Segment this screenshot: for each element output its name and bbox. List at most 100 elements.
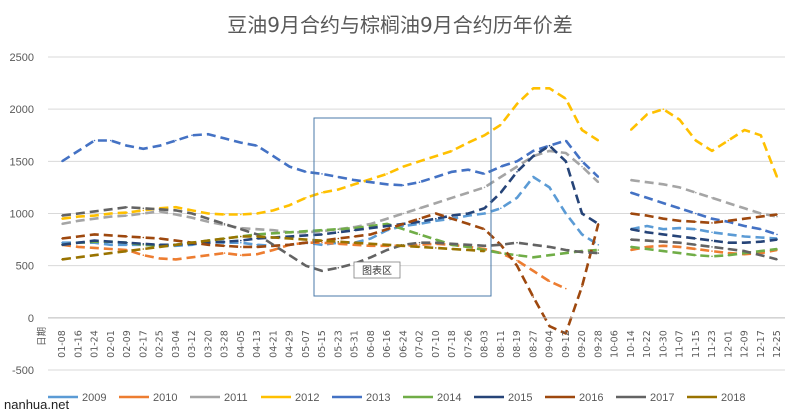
data-point	[142, 209, 145, 212]
data-point	[646, 214, 648, 217]
data-point	[630, 238, 632, 241]
data-point	[581, 233, 583, 236]
legend-item-2017[interactable]: 2017	[616, 392, 674, 404]
data-point	[126, 211, 128, 214]
data-point	[321, 241, 323, 244]
legend-item-2015[interactable]: 2015	[474, 392, 532, 404]
data-point	[727, 254, 730, 256]
data-point	[532, 176, 535, 178]
data-point	[776, 176, 778, 178]
data-point	[256, 228, 258, 230]
legend-item-2014[interactable]: 2014	[403, 392, 461, 404]
data-point	[500, 252, 502, 254]
data-point	[240, 141, 242, 144]
x-tick-label: 12-17	[756, 330, 767, 358]
data-point	[581, 251, 583, 253]
data-point	[678, 252, 681, 254]
data-point	[191, 212, 193, 215]
data-point	[288, 235, 291, 238]
data-point	[743, 250, 746, 252]
data-point	[93, 247, 96, 249]
data-point	[711, 250, 713, 252]
data-point	[288, 231, 291, 234]
legend-item-2012[interactable]: 2012	[261, 392, 319, 404]
data-point	[516, 165, 518, 168]
data-point	[760, 252, 762, 254]
data-point	[402, 212, 405, 215]
data-point	[743, 217, 746, 220]
data-point	[77, 246, 80, 248]
data-point	[630, 179, 632, 181]
data-point	[110, 215, 112, 218]
x-tick-label: 02-25	[155, 330, 166, 358]
legend-item-2010[interactable]: 2010	[119, 392, 177, 404]
data-point	[662, 233, 665, 236]
data-point	[158, 244, 161, 246]
x-tick-label: 07-26	[463, 330, 474, 358]
data-point	[93, 233, 96, 236]
data-point	[678, 186, 681, 189]
data-point	[646, 231, 648, 234]
data-point	[743, 129, 746, 131]
data-point	[743, 207, 746, 210]
series-line-2013	[61, 132, 778, 236]
data-point	[256, 246, 258, 248]
data-point	[760, 228, 762, 230]
data-point	[223, 245, 226, 247]
data-point	[142, 236, 145, 239]
x-tick-label: 07-10	[431, 330, 442, 358]
data-point	[483, 212, 486, 215]
data-point	[711, 222, 713, 224]
data-point	[110, 234, 112, 237]
data-point	[678, 220, 681, 222]
data-point	[61, 160, 63, 163]
data-point	[175, 239, 177, 242]
data-point	[532, 296, 535, 298]
data-point	[223, 252, 226, 254]
data-point	[418, 244, 421, 246]
data-point	[272, 236, 275, 239]
legend-label: 2016	[579, 392, 603, 404]
data-point	[77, 241, 80, 244]
data-point	[305, 264, 307, 267]
legend-item-2016[interactable]: 2016	[545, 392, 603, 404]
x-tick-label: 12-01	[723, 330, 734, 358]
data-point	[93, 139, 96, 142]
data-point	[370, 227, 372, 229]
x-tick-label: 02-09	[122, 330, 133, 358]
data-point	[321, 173, 323, 175]
data-point	[386, 173, 388, 175]
data-point	[321, 229, 323, 231]
data-point	[776, 215, 778, 218]
data-point	[110, 244, 112, 246]
legend-item-2011[interactable]: 2011	[190, 392, 248, 404]
data-point	[435, 220, 437, 222]
legend-item-2018[interactable]: 2018	[687, 392, 745, 404]
legend-item-2013[interactable]: 2013	[332, 392, 390, 404]
data-point	[516, 171, 518, 173]
data-point	[630, 228, 632, 230]
plot-area-selection-box[interactable]	[313, 117, 492, 297]
data-point	[727, 248, 730, 250]
data-point	[695, 237, 697, 240]
data-point	[662, 245, 665, 247]
data-point	[370, 256, 372, 259]
legend-item-2009[interactable]: 2009	[48, 392, 106, 404]
data-point	[467, 246, 470, 248]
data-point	[565, 287, 567, 290]
x-tick-label: 04-13	[252, 330, 263, 358]
x-tick-label: 12-25	[772, 330, 783, 358]
x-tick-label: 03-04	[171, 330, 182, 358]
data-point	[646, 246, 648, 248]
data-point	[256, 237, 258, 240]
data-point	[402, 225, 405, 227]
tooltip-text: 图表区	[362, 264, 392, 277]
data-point	[743, 225, 746, 227]
data-point	[126, 214, 128, 217]
data-point	[370, 223, 372, 225]
data-point	[61, 217, 63, 220]
data-point	[305, 230, 307, 232]
data-point	[77, 256, 80, 259]
data-point	[418, 207, 421, 210]
